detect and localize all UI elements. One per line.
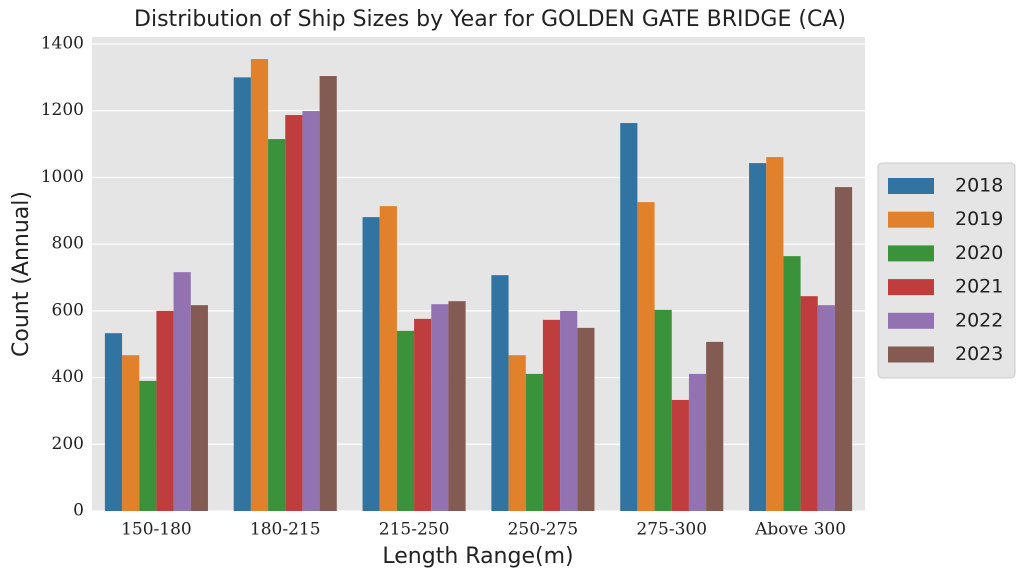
bar: [577, 327, 595, 511]
bar: [396, 330, 415, 511]
bar: [362, 217, 380, 511]
bar: [688, 373, 707, 511]
y-tick-label: 400: [52, 367, 84, 387]
bar: [508, 355, 526, 511]
bar: [319, 76, 337, 511]
y-tick-label: 1200: [41, 100, 84, 120]
bar: [637, 202, 655, 511]
bar: [104, 333, 123, 511]
bar: [766, 157, 784, 511]
legend-label: 2020: [955, 242, 1003, 264]
x-tick-label: Above 300: [754, 520, 846, 540]
bar: [156, 310, 174, 511]
legend-label: 2022: [955, 309, 1003, 331]
y-tick-label: 200: [52, 434, 84, 454]
x-tick-label: 180-215: [250, 520, 321, 540]
x-axis-label: Length Range(m): [382, 544, 573, 569]
bar: [302, 111, 320, 512]
x-tick-label: 275-300: [636, 520, 707, 540]
bar: [250, 59, 269, 512]
bar: [139, 380, 157, 511]
y-tick-label: 800: [52, 234, 84, 254]
y-tick-label: 0: [73, 501, 84, 521]
bar: [817, 305, 835, 511]
bar: [706, 341, 724, 511]
legend-label: 2023: [955, 343, 1003, 365]
plot-area: [92, 37, 865, 511]
bar: [268, 139, 286, 511]
bar: [233, 77, 251, 511]
y-tick-label: 600: [52, 300, 84, 320]
legend-swatch: [888, 211, 934, 228]
bar: [749, 163, 767, 511]
bar: [620, 123, 638, 511]
chart-title: Distribution of Ship Sizes by Year for G…: [134, 7, 846, 32]
legend-swatch: [888, 346, 934, 363]
bar: [800, 296, 818, 511]
legend-label: 2018: [955, 175, 1003, 197]
bar: [834, 187, 853, 511]
x-tick-label: 215-250: [379, 520, 450, 540]
legend-swatch: [888, 279, 934, 296]
y-axis-label: Count (Annual): [9, 191, 34, 357]
bar: [671, 399, 689, 511]
bar: [491, 275, 509, 511]
bar: [783, 256, 801, 511]
legend-swatch: [888, 178, 934, 194]
y-tick-label: 1000: [41, 167, 84, 187]
bar: [414, 318, 432, 511]
bar: [448, 301, 466, 511]
bar: [560, 310, 578, 511]
bar: [525, 373, 543, 511]
legend-swatch: [888, 245, 934, 262]
bar: [190, 305, 208, 511]
bar: [122, 355, 140, 511]
bar: [654, 309, 672, 511]
y-tick-label: 1400: [41, 34, 84, 54]
bar: [431, 304, 449, 511]
bar: [173, 272, 191, 511]
bar: [542, 319, 561, 511]
legend-label: 2021: [955, 276, 1003, 298]
x-tick-label: 250-275: [508, 520, 579, 540]
legend-swatch: [888, 312, 934, 329]
legend-label: 2019: [955, 208, 1003, 230]
x-tick-label: 150-180: [121, 520, 192, 540]
bar: [285, 115, 303, 511]
bar: [379, 206, 397, 511]
